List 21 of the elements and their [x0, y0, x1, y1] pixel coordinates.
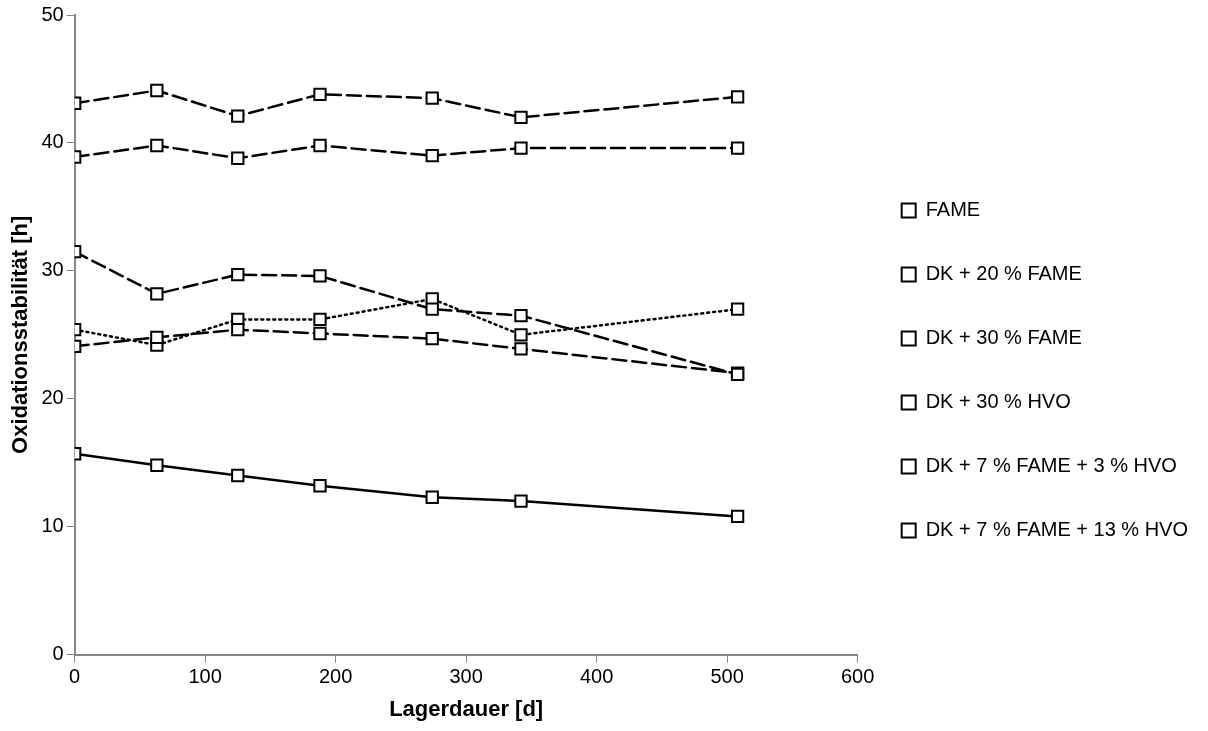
y-tick-label: 20 — [41, 386, 64, 409]
y-tick-label: 40 — [41, 130, 64, 153]
y-tick-label: 50 — [41, 2, 64, 25]
x-tick-label: 600 — [840, 665, 875, 688]
legend-label: FAME — [925, 198, 981, 221]
y-tick-label: 10 — [41, 514, 64, 537]
x-axis-title: Lagerdauer [d] — [389, 695, 544, 721]
x-tick-label: 300 — [449, 665, 483, 688]
legend-label: DK + 30 % FAME — [925, 326, 1082, 349]
legend-label: DK + 30 % HVO — [925, 390, 1071, 413]
x-tick-label: 100 — [188, 665, 222, 688]
legend-label: DK + 7 % FAME + 13 % HVO — [925, 518, 1188, 541]
y-axis-title: Oxidationsstabilität [h] — [7, 215, 33, 454]
y-tick-label: 0 — [52, 642, 64, 665]
x-tick-label: 200 — [318, 665, 353, 688]
x-tick-label: 500 — [710, 665, 744, 688]
legend-label: DK + 7 % FAME + 3 % HVO — [925, 454, 1177, 477]
x-tick-label: 400 — [579, 665, 614, 688]
x-tick-label: 0 — [69, 665, 81, 688]
legend-label: DK + 20 % FAME — [925, 262, 1082, 285]
y-tick-label: 30 — [41, 258, 64, 281]
